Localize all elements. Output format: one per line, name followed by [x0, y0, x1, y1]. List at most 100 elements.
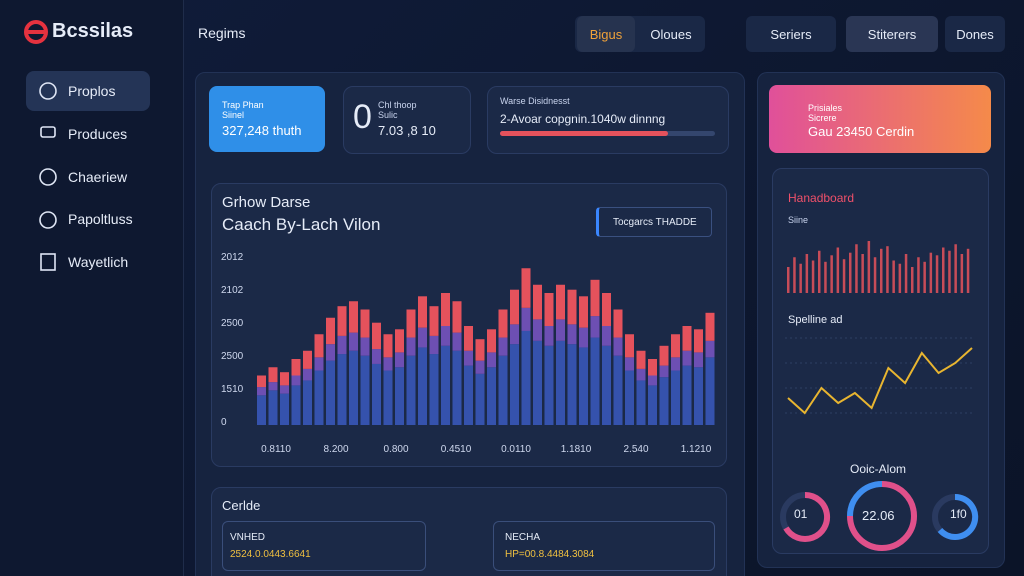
button[interactable]: Seriers [746, 16, 836, 52]
x-axis-label: 1.1210 [681, 444, 712, 455]
bar-segment [326, 317, 335, 345]
bar-segment [602, 326, 611, 346]
bar-segment [257, 387, 266, 396]
spark-bar [898, 263, 902, 293]
bar-segment [521, 268, 531, 308]
bar-segment [648, 375, 657, 386]
bar-segment [671, 357, 680, 371]
bar-segment [625, 334, 634, 358]
bar-segment [590, 279, 600, 317]
spark-bar [867, 241, 871, 293]
bar-segment [383, 357, 393, 371]
bar-segment [613, 355, 623, 425]
bar-segment [533, 340, 542, 425]
bar-segment [395, 352, 404, 368]
spark-bar [954, 244, 957, 293]
gauge-label: 01 [794, 507, 808, 521]
info-value: HP=00.8.4484.3084 [505, 549, 595, 560]
bar-segment [613, 337, 623, 356]
bar-segment [590, 316, 600, 338]
stat-sub: Sulic [378, 110, 398, 120]
bar-segment [406, 355, 416, 425]
info-card [222, 521, 426, 571]
spark-bar [935, 255, 939, 293]
y-axis-label: 2500 [221, 318, 244, 329]
bar-segment [337, 306, 347, 336]
nav-item[interactable]: Proplos [26, 71, 150, 111]
bar-segment [303, 368, 312, 381]
bar-segment [360, 355, 370, 425]
stat-label: Chl thoop [378, 100, 417, 110]
bar-segment [418, 296, 427, 328]
bar-segment [383, 370, 393, 425]
info-card [493, 521, 715, 571]
spark-bar [793, 257, 796, 293]
button[interactable]: Stiterers [846, 16, 938, 52]
chart-subtitle: Grhow Darse [222, 194, 311, 211]
promo-value: Gau 23450 Cerdin [808, 124, 915, 139]
bar-segment [464, 326, 473, 351]
x-axis-label: 8.200 [323, 444, 348, 455]
tab[interactable]: Bigus [577, 16, 635, 52]
bar-segment [671, 370, 680, 425]
spark-bar [942, 247, 945, 293]
bar-segment [544, 293, 554, 326]
spark-bar [948, 250, 951, 293]
bar-segment [567, 324, 577, 345]
bar-segment [349, 301, 358, 333]
bar-segment [544, 326, 554, 346]
bar-segment [372, 349, 381, 364]
nav-item[interactable]: Papoltluss [68, 211, 133, 227]
nav-item[interactable]: Produces [68, 126, 128, 142]
bar-segment [429, 335, 439, 355]
bar-segment [291, 375, 301, 386]
line-title: Spelline ad [788, 314, 843, 326]
bar-segment [556, 340, 565, 425]
spark-bar [849, 252, 852, 293]
chart-button[interactable]: Tocgarcs THADDE [596, 207, 712, 237]
bar-segment [487, 352, 496, 368]
spark-bar [805, 254, 809, 293]
info-label: VNHED [230, 532, 266, 543]
x-axis-label: 2.540 [623, 444, 648, 455]
x-axis-label: 1.1810 [561, 444, 592, 455]
spark-bar [923, 261, 926, 293]
bar-segment [544, 345, 554, 425]
bar-segment [429, 354, 439, 425]
tab[interactable]: Oloues [650, 26, 692, 42]
spark-bar [836, 247, 840, 293]
button[interactable]: Dones [945, 16, 1005, 52]
bar-segment [475, 360, 485, 374]
spark-bar [787, 267, 790, 293]
promo-label: Prisiales [808, 103, 843, 113]
bar-segment [464, 365, 473, 425]
bar-segment [590, 337, 600, 425]
gauge-title: Ooic-Alom [850, 462, 907, 476]
promo-card [769, 85, 991, 153]
nav-item[interactable]: Chaeriew [68, 169, 128, 185]
bar-segment [268, 367, 278, 383]
bar-segment [682, 350, 692, 366]
bar-segment [360, 309, 370, 338]
bar-segment [510, 324, 519, 345]
bar-segment [303, 350, 312, 369]
spark-bars [787, 241, 970, 293]
bar-chart: 2012 2102 2500 2500 1510 0 0.8110 8.200 0.800 0.4… [221, 252, 715, 455]
bar-segment [533, 319, 542, 341]
bar-segment [567, 289, 577, 325]
bar-segment [452, 350, 462, 425]
bar-segment [418, 347, 427, 425]
bar-segment [314, 334, 324, 358]
bar-segment [521, 307, 531, 331]
board-sub: Siine [788, 215, 809, 225]
nav-item[interactable]: Wayetlich [68, 254, 129, 270]
bar-segment [326, 344, 335, 361]
bar-segment [452, 332, 462, 351]
bar-segment [510, 344, 519, 425]
bar-segment [567, 344, 577, 425]
info-value: 2524.0.0443.6641 [230, 549, 311, 560]
bar-segment [406, 309, 416, 338]
spark-bar [799, 263, 802, 293]
bar-segment [625, 370, 634, 425]
